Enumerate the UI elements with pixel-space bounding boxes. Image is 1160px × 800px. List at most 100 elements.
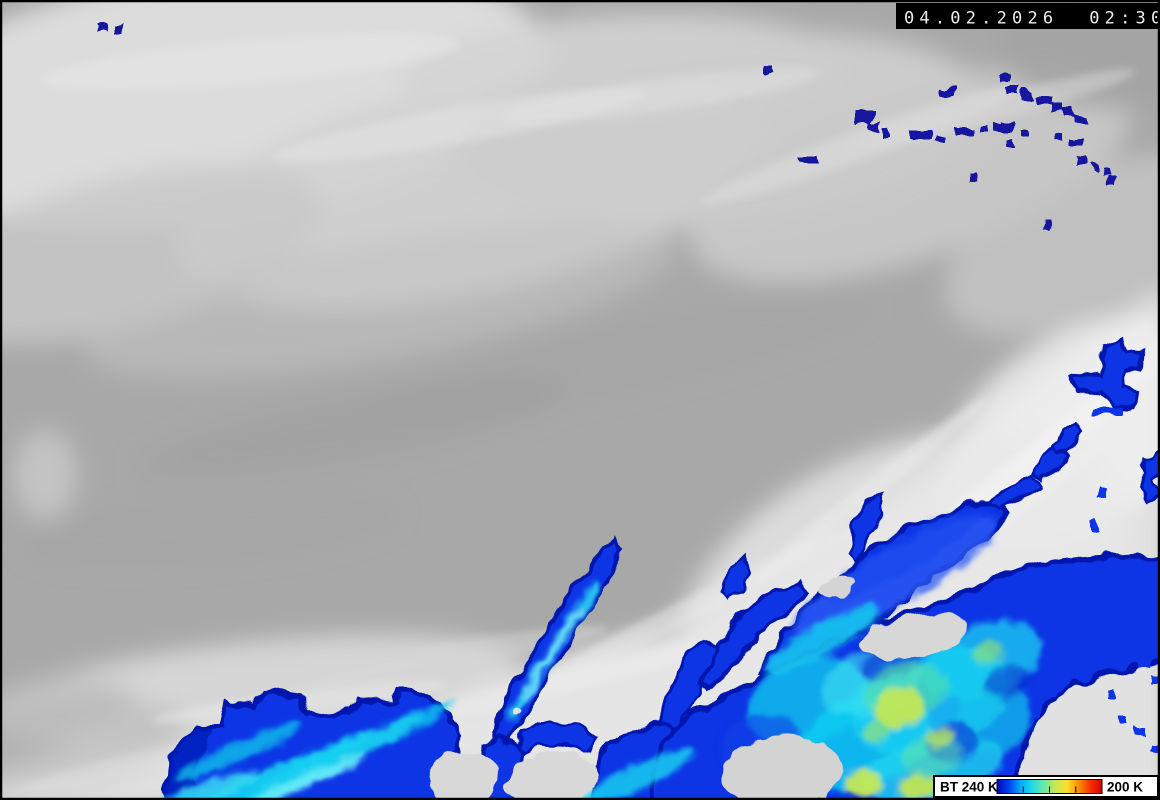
cloud-layer-shape xyxy=(0,675,135,735)
cold-cloud-layer-shape xyxy=(1000,75,1010,82)
cloud-streak-layer-shape xyxy=(501,67,819,123)
cold-cloud-detail-layer-shape xyxy=(926,726,952,748)
timestamp-box xyxy=(896,3,1158,29)
cold-cloud-detail-layer-shape xyxy=(763,606,881,674)
cold-cloud-detail-layer-shape xyxy=(522,606,584,702)
cold-cloud-layer-shape xyxy=(1045,220,1052,231)
colorbar-left-label: BT 240 K xyxy=(940,780,998,795)
cold-cloud-layer-shape xyxy=(1022,90,1034,99)
cold-cloud-detail-layer-shape xyxy=(902,735,962,777)
cold-cloud-layer-shape xyxy=(722,555,752,603)
cloud-layer-shape xyxy=(689,67,1131,283)
cloud-streak-layer-shape xyxy=(252,625,608,695)
cloud-island-layer-shape xyxy=(506,751,598,800)
cold-cloud-detail-layer-shape xyxy=(960,680,1032,752)
cold-cloud-layer-shape xyxy=(958,127,974,135)
cold-cloud-detail-layer-shape xyxy=(577,748,695,800)
cold-cloud-detail-layer-shape xyxy=(897,774,937,800)
cold-cloud-layer-shape xyxy=(872,122,881,130)
cloud-island-layer-shape xyxy=(861,613,969,659)
cold-cloud-layer-shape xyxy=(972,170,978,181)
cold-cloud-layer-shape xyxy=(1108,690,1116,697)
cold-cloud-detail-layer-shape xyxy=(845,770,881,796)
timestamp-text: 04.02.2026 02:30 xyxy=(904,9,1160,29)
cold-cloud-layer-shape xyxy=(1096,489,1105,498)
cold-cloud-layer-shape xyxy=(941,87,956,95)
cold-cloud-layer-shape xyxy=(1003,86,1019,95)
cold-cloud-layer-shape xyxy=(1054,419,1084,455)
cloud-streak-layer-shape xyxy=(751,397,989,583)
cold-cloud-layer-shape xyxy=(1064,110,1076,118)
cold-cloud-layer-shape xyxy=(1118,716,1128,724)
cloud-island-layer-shape xyxy=(821,575,855,599)
colorbar: BT 240 K 200 K xyxy=(933,775,1159,798)
cold-cloud-layer-shape xyxy=(799,156,817,163)
cold-cloud-layer-shape xyxy=(848,491,886,565)
cold-cloud-layer-shape xyxy=(1036,96,1050,106)
cloud-layer-shape xyxy=(365,297,875,423)
cloud-island-layer-shape xyxy=(511,708,519,716)
cloud-island-layer-shape xyxy=(722,735,842,800)
cold-cloud-detail-layer-shape xyxy=(862,720,890,742)
colorbar-ticks xyxy=(1022,786,1077,793)
cold-cloud-layer-shape xyxy=(884,127,890,137)
cold-cloud-layer-shape xyxy=(1102,642,1116,652)
cold-cloud-layer-shape xyxy=(1030,712,1038,719)
cold-cloud-layer-shape xyxy=(1020,128,1028,135)
cold-cloud-layer-shape xyxy=(1078,665,1086,672)
cold-cloud-detail-layer-shape xyxy=(328,702,456,766)
cloud-layer-shape xyxy=(944,153,1160,337)
cloud-island-layer-shape xyxy=(429,750,497,800)
cold-cloud-layer-shape xyxy=(1090,165,1097,173)
cold-cloud-detail-layer-shape xyxy=(874,687,926,729)
cold-cloud-layer-shape xyxy=(166,728,212,800)
cloud-streak-layer-shape xyxy=(1000,314,1160,482)
cold-cloud-layer-shape xyxy=(1053,132,1062,140)
cold-cloud-layer-shape xyxy=(1060,656,1070,664)
cold-cloud-layer-shape xyxy=(516,720,598,754)
cold-cloud-detail-layer-shape xyxy=(173,722,303,782)
cold-cloud-detail-layer xyxy=(147,509,1042,800)
cold-cloud-layer-shape xyxy=(1000,123,1012,132)
cold-cloud-layer-shape xyxy=(980,126,987,132)
cold-cloud-layer-shape xyxy=(854,110,874,124)
cold-cloud-layer-shape xyxy=(1108,177,1115,187)
cold-cloud-layer-shape xyxy=(1078,157,1087,165)
cold-cloud-layer-shape xyxy=(908,130,932,139)
cloud-layer-shape xyxy=(13,430,77,520)
cold-cloud-layer-shape xyxy=(1150,742,1159,750)
cold-cloud-layer-shape xyxy=(1150,676,1159,684)
cold-cloud-detail-layer-shape xyxy=(150,770,260,800)
cold-cloud-layer-shape xyxy=(95,23,104,31)
cold-cloud-layer-shape xyxy=(764,66,773,74)
colorbar-right-label: 200 K xyxy=(1107,780,1143,795)
cold-cloud-layer-shape xyxy=(1076,116,1084,123)
cold-cloud-layer-shape xyxy=(112,25,121,33)
cold-cloud-layer-shape xyxy=(982,474,1043,510)
cloud-layer-shape xyxy=(20,494,400,566)
cold-cloud-layer-shape xyxy=(1088,519,1096,530)
cold-cloud-detail-layer-shape xyxy=(825,509,985,601)
cold-cloud-layer-shape xyxy=(1070,139,1084,147)
cloud-island-layer xyxy=(429,575,969,800)
cold-cloud-layer-shape xyxy=(1008,140,1016,148)
cloud-streak-layer-shape xyxy=(395,639,725,725)
cold-cloud-layer-shape xyxy=(1032,443,1068,482)
cold-cloud-layer-shape xyxy=(1140,660,1152,668)
cold-cloud-layer-shape xyxy=(1050,103,1065,113)
cold-cloud-layer-shape xyxy=(1103,167,1110,176)
cold-cloud-layer-shape xyxy=(697,579,809,693)
cold-cloud-detail-layer-shape xyxy=(984,665,1028,699)
cold-cloud-layer-shape xyxy=(1136,726,1148,734)
cloud-streak-layer-shape xyxy=(40,33,460,91)
cold-cloud-layer-shape xyxy=(936,136,944,142)
cold-cloud-layer-shape xyxy=(1138,450,1160,504)
cold-cloud-layer-shape xyxy=(1044,690,1053,698)
timestamp-overlay: 04.02.2026 02:30 xyxy=(896,3,1160,29)
cloud-layer-shape xyxy=(84,221,676,379)
cold-cloud-layer-shape xyxy=(1124,652,1134,660)
cold-cloud-layer-shape xyxy=(1067,337,1145,411)
